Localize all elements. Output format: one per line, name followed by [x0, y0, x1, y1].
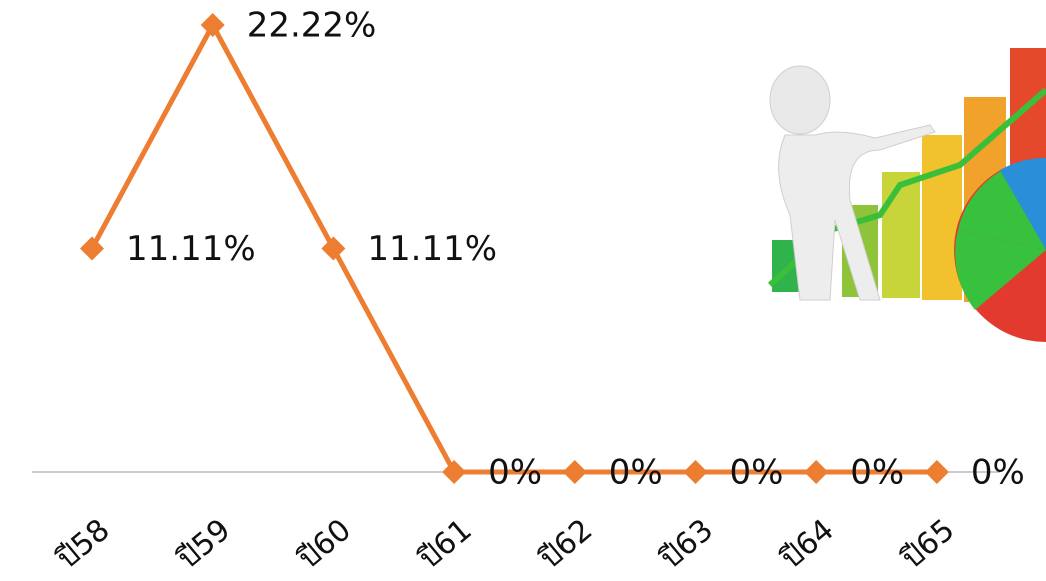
data-marker [321, 236, 346, 261]
illustration [767, 48, 1046, 342]
data-line [89, 22, 937, 475]
illustration-pie-slice [1000, 157, 1046, 250]
data-label: 0% [730, 453, 784, 493]
x-tick-label: ปี60 [291, 512, 358, 576]
data-label: 0% [609, 453, 663, 493]
data-label: 22.22% [247, 6, 377, 46]
data-label: 11.11% [126, 229, 256, 269]
data-label: 0% [488, 453, 542, 493]
x-tick-label: ปี58 [50, 512, 117, 576]
illustration-pie-slice [955, 230, 1046, 310]
data-label: 0% [971, 453, 1025, 493]
data-label: 11.11% [367, 229, 497, 269]
data-marker [80, 236, 104, 261]
x-tick-label: ปี62 [532, 512, 599, 576]
x-tick-label: ปี59 [170, 512, 237, 576]
illustration-bar [882, 172, 920, 298]
data-marker [924, 460, 949, 484]
illustration-bar [922, 135, 962, 300]
data-marker [200, 13, 225, 37]
illustration-figure-head [769, 65, 831, 135]
x-tick-label: ปี64 [774, 512, 841, 576]
x-tick-label: ปี61 [412, 512, 479, 576]
x-tick-label: ปี63 [653, 512, 720, 576]
data-marker [562, 460, 587, 484]
data-marker [804, 460, 829, 484]
illustration-figure-body [778, 124, 936, 301]
data-marker [683, 460, 708, 484]
data-label: 0% [850, 453, 904, 493]
data-marker [442, 460, 467, 484]
x-tick-label: ปี65 [894, 512, 961, 576]
